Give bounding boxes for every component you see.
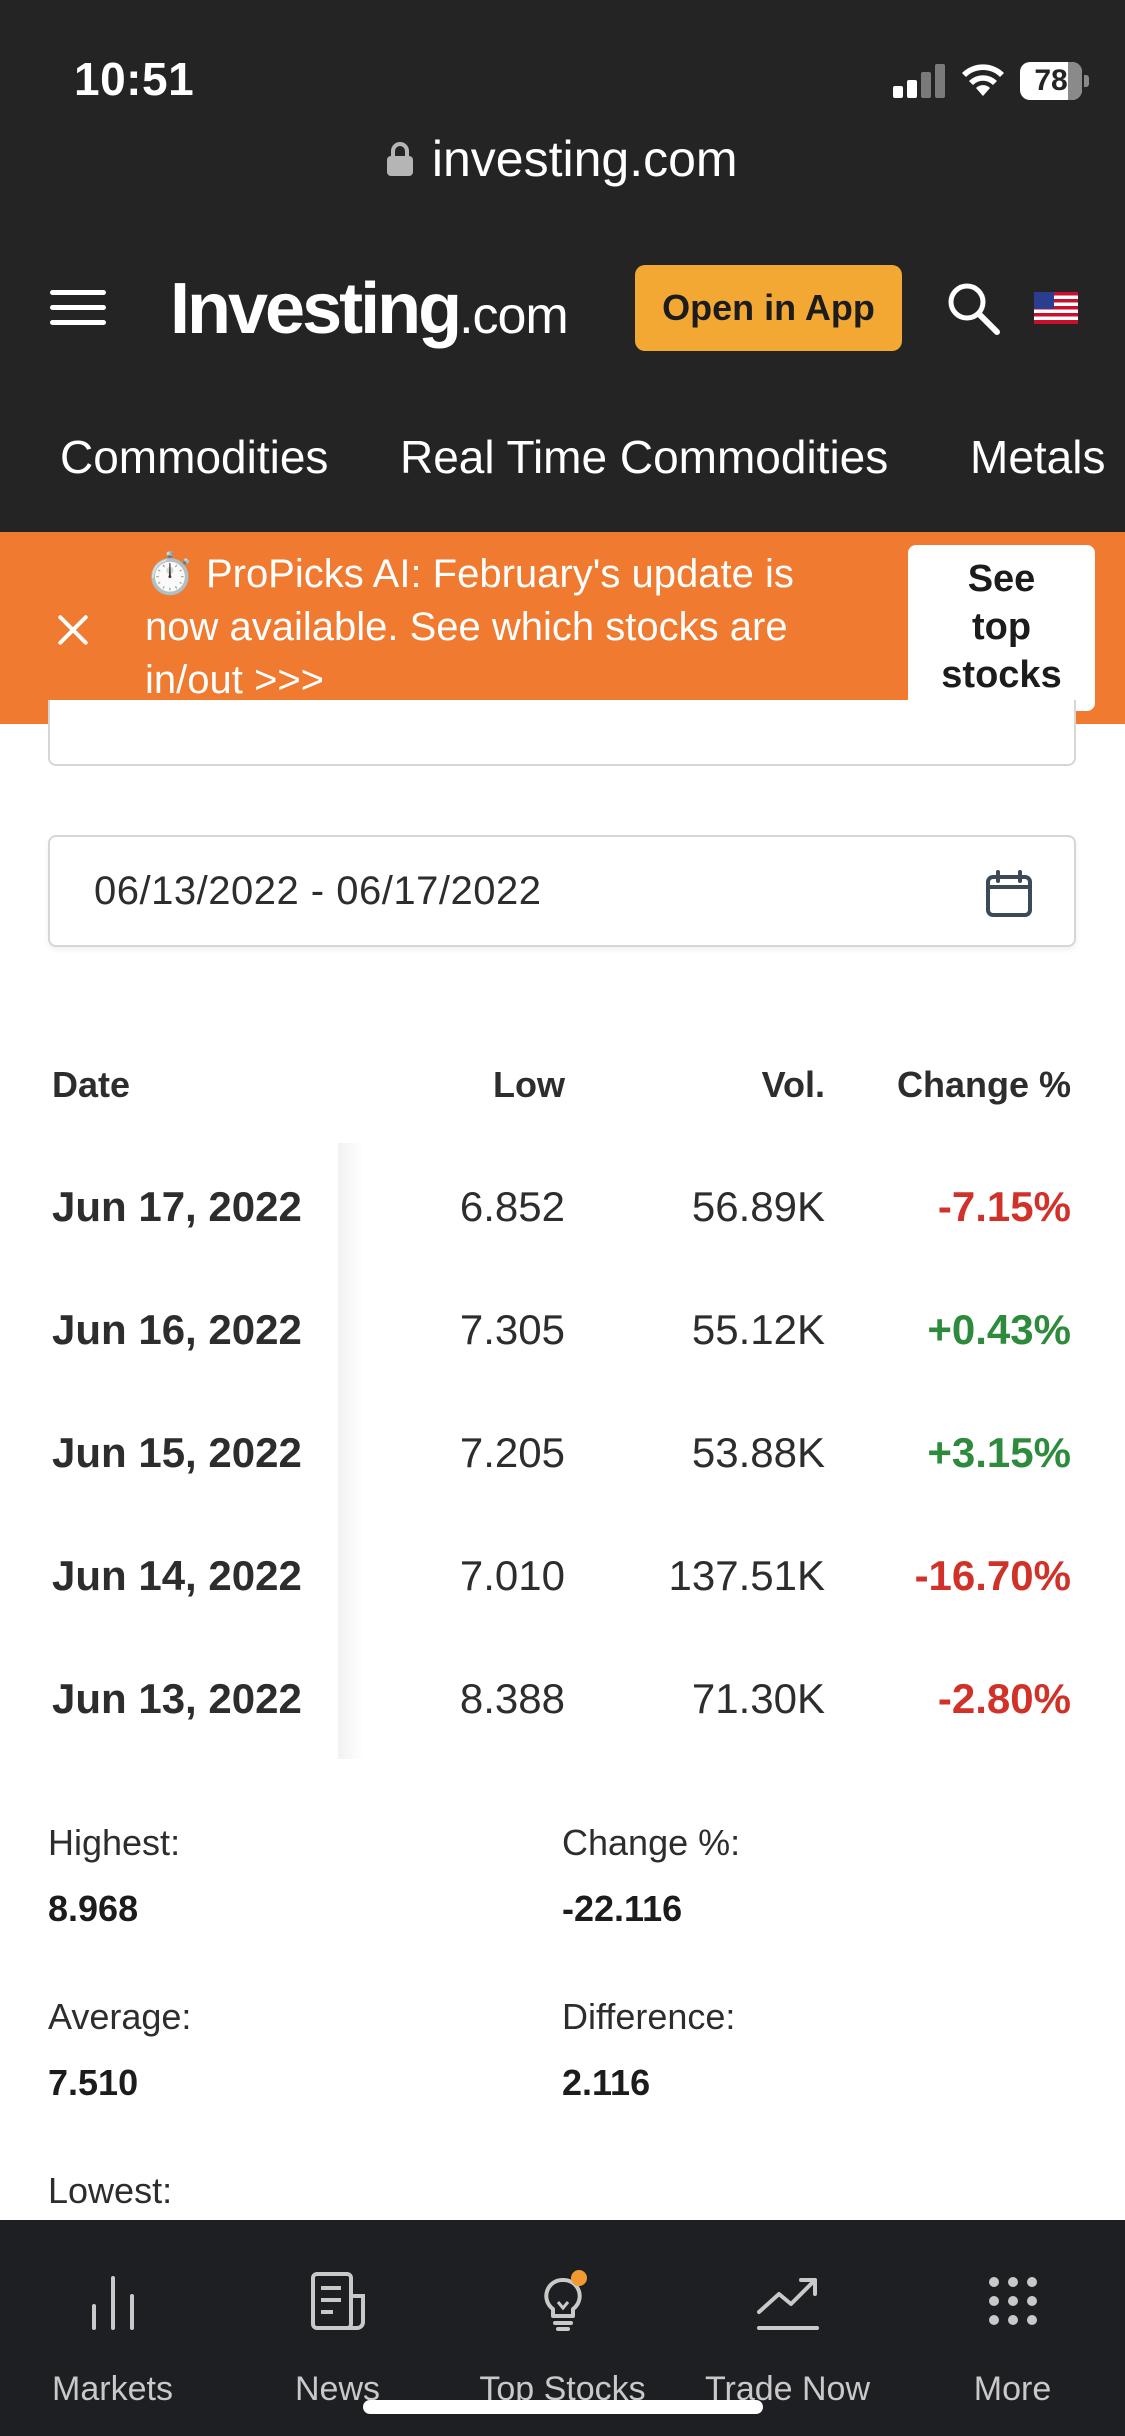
calendar-icon[interactable] [984, 869, 1034, 919]
battery-level: 78 [1034, 64, 1068, 97]
top-header-area: 10:51 78 investing.com Investing.com Ope… [0, 0, 1125, 532]
trend-up-icon [757, 2278, 819, 2330]
change-value: -22.116 [562, 1888, 683, 1929]
table-row: Jun 17, 2022 6.852 56.89K -7.15% [0, 1143, 1125, 1266]
cell-change: -2.80% [937, 1675, 1071, 1722]
category-tabs: Commodities Real Time Commodities Metals [0, 420, 1125, 500]
average-label: Average: [48, 1996, 192, 2037]
close-icon[interactable] [55, 612, 91, 648]
date-range-value: 06/13/2022 - 06/17/2022 [94, 869, 542, 913]
change-label: Change %: [562, 1822, 741, 1863]
cell-low: 7.205 [459, 1429, 565, 1476]
button-line: stocks [941, 654, 1062, 696]
table-row: Jun 15, 2022 7.205 53.88K +3.15% [0, 1389, 1125, 1512]
highest-label: Highest: [48, 1822, 181, 1863]
home-indicator[interactable] [363, 2400, 763, 2414]
column-header-date[interactable]: Date [52, 1064, 131, 1105]
open-in-app-button[interactable]: Open in App [635, 265, 902, 351]
cell-date: Jun 15, 2022 [52, 1429, 302, 1476]
promo-message: ProPicks AI: February's update is now av… [145, 552, 794, 702]
lock-icon [387, 142, 414, 176]
nav-more[interactable]: More [900, 2220, 1125, 2436]
search-icon[interactable] [945, 280, 1001, 336]
battery-icon: 78 [1020, 62, 1089, 100]
stopwatch-icon: ⏱️ [145, 552, 195, 596]
cell-low: 7.010 [459, 1552, 565, 1599]
timeframe-select[interactable] [48, 700, 1076, 766]
table-row: Jun 14, 2022 7.010 137.51K -16.70% [0, 1512, 1125, 1635]
newspaper-icon [311, 2272, 365, 2330]
browser-url-bar[interactable]: investing.com [0, 130, 1125, 210]
tab-metals[interactable]: Metals [970, 431, 1106, 483]
button-line: See [967, 558, 1036, 600]
wifi-icon [962, 64, 1004, 96]
cell-low: 6.852 [459, 1183, 565, 1230]
grid-icon [989, 2277, 1037, 2325]
lowest-label: Lowest: [48, 2170, 173, 2211]
promo-banner: ⏱️ ProPicks AI: February's update is now… [0, 532, 1125, 724]
sticky-column-shadow [338, 1143, 364, 1759]
table-row: Jun 13, 2022 8.388 71.30K -2.80% [0, 1635, 1125, 1758]
logo-suffix: .com [459, 287, 569, 345]
table-row: Jun 16, 2022 7.305 55.12K +0.43% [0, 1266, 1125, 1389]
cell-volume: 56.89K [691, 1183, 825, 1230]
cell-change: +0.43% [927, 1306, 1071, 1353]
column-header-change[interactable]: Change % [896, 1064, 1071, 1105]
cell-date: Jun 16, 2022 [52, 1306, 302, 1353]
site-header: Investing.com Open in App [0, 250, 1125, 365]
url-text: investing.com [431, 131, 738, 187]
average-value: 7.510 [48, 2062, 139, 2103]
cell-low: 7.305 [459, 1306, 565, 1353]
bottom-navigation: Markets News Top Stocks Trade Now [0, 2220, 1125, 2436]
cellular-signal-icon [893, 64, 945, 98]
status-time: 10:51 [74, 53, 195, 105]
column-header-low[interactable]: Low [493, 1064, 565, 1105]
us-flag-icon[interactable] [1034, 292, 1078, 324]
logo-main: Investing [170, 269, 462, 349]
highest-value: 8.968 [48, 1888, 139, 1929]
status-bar: 10:51 78 [0, 0, 1125, 150]
cell-volume: 53.88K [691, 1429, 825, 1476]
bar-chart-icon [92, 2276, 134, 2330]
promo-text[interactable]: ⏱️ ProPicks AI: February's update is now… [145, 548, 875, 707]
nav-label: Markets [52, 2370, 173, 2408]
tab-commodities[interactable]: Commodities [60, 431, 329, 483]
button-line: top [971, 606, 1032, 648]
cell-date: Jun 17, 2022 [52, 1183, 302, 1230]
cell-change: -7.15% [937, 1183, 1071, 1230]
difference-label: Difference: [562, 1996, 736, 2037]
cell-volume: 137.51K [668, 1552, 825, 1599]
cell-change: +3.15% [927, 1429, 1071, 1476]
column-header-vol[interactable]: Vol. [761, 1064, 825, 1105]
cell-volume: 71.30K [691, 1675, 825, 1722]
nav-markets[interactable]: Markets [0, 2220, 225, 2436]
cell-date: Jun 14, 2022 [52, 1552, 302, 1599]
hamburger-menu-icon[interactable] [50, 290, 106, 326]
date-range-picker[interactable]: 06/13/2022 - 06/17/2022 [48, 835, 1076, 947]
cell-change: -16.70% [914, 1552, 1071, 1599]
cell-low: 8.388 [459, 1675, 565, 1722]
difference-value: 2.116 [562, 2062, 651, 2103]
cell-date: Jun 13, 2022 [52, 1675, 302, 1722]
see-top-stocks-button[interactable]: See top stocks [908, 545, 1095, 711]
tab-real-time-commodities[interactable]: Real Time Commodities [400, 431, 889, 483]
nav-label: More [973, 2370, 1052, 2408]
site-logo[interactable]: Investing.com [170, 268, 569, 350]
cell-volume: 55.12K [691, 1306, 825, 1353]
lightbulb-icon [544, 2270, 587, 2331]
